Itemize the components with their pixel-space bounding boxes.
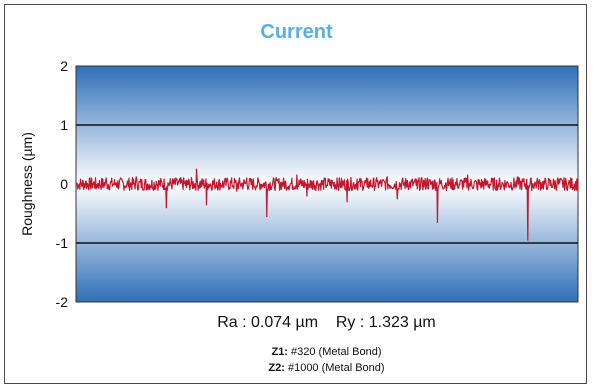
y-tick-label: 2 [60, 58, 68, 74]
data-point [85, 180, 87, 182]
y-tick-label: -1 [56, 235, 69, 251]
y-tick-label: -2 [56, 294, 69, 310]
data-point [527, 239, 529, 241]
data-point [205, 204, 208, 206]
data-point [366, 186, 368, 188]
roughness-stats: Ra : 0.074 µm Ry : 1.323 µm [217, 314, 436, 331]
data-point [557, 177, 559, 179]
data-point [336, 177, 338, 179]
legend-z1-value: #320 (Metal Bond) [287, 346, 382, 358]
data-point [487, 180, 489, 182]
data-point [507, 182, 509, 184]
data-point [115, 182, 117, 184]
data-point [577, 182, 579, 184]
chart-title: Current [260, 21, 333, 43]
data-point [195, 168, 198, 170]
data-point [145, 189, 147, 191]
data-point [316, 180, 318, 182]
data-point [175, 178, 177, 180]
data-point [446, 181, 449, 183]
data-point [456, 185, 459, 187]
data-point [75, 184, 77, 186]
data-point [276, 179, 278, 182]
data-point [386, 176, 388, 178]
data-point [215, 181, 218, 183]
legend-z1-key: Z1: [271, 346, 288, 358]
y-axis-label: Roughness (µm) [19, 132, 35, 236]
data-point [346, 201, 348, 203]
data-point [406, 179, 408, 182]
data-point [165, 207, 167, 209]
data-point [567, 185, 569, 187]
data-point [95, 188, 97, 190]
data-point [477, 189, 479, 191]
data-point [416, 188, 418, 190]
legend-z2-key: Z2: [268, 362, 285, 374]
data-point [537, 180, 539, 182]
data-point [497, 188, 499, 190]
data-point [246, 177, 248, 179]
data-point [286, 188, 288, 190]
data-point [356, 178, 358, 180]
data-point [236, 190, 238, 192]
legend-z2: Z2: #1000 (Metal Bond) [0, 362, 593, 374]
data-point [436, 221, 439, 223]
data-point [466, 174, 469, 176]
data-point [376, 181, 378, 183]
data-point [155, 181, 157, 183]
data-point [296, 174, 298, 176]
data-point [135, 176, 137, 178]
data-point [266, 215, 268, 218]
data-point [125, 186, 127, 188]
data-point [396, 198, 398, 200]
data-point [226, 179, 228, 181]
data-point [105, 177, 107, 179]
data-point [185, 186, 188, 189]
data-point [426, 177, 428, 179]
data-point [326, 184, 328, 186]
data-point [517, 176, 519, 178]
data-point [306, 195, 308, 197]
y-tick-label: 0 [60, 176, 68, 192]
data-point [547, 186, 549, 189]
data-point [256, 186, 258, 188]
legend-z2-value: #1000 (Metal Bond) [284, 362, 385, 374]
legend-z1: Z1: #320 (Metal Bond) [0, 346, 593, 358]
y-tick-label: 1 [60, 117, 68, 133]
